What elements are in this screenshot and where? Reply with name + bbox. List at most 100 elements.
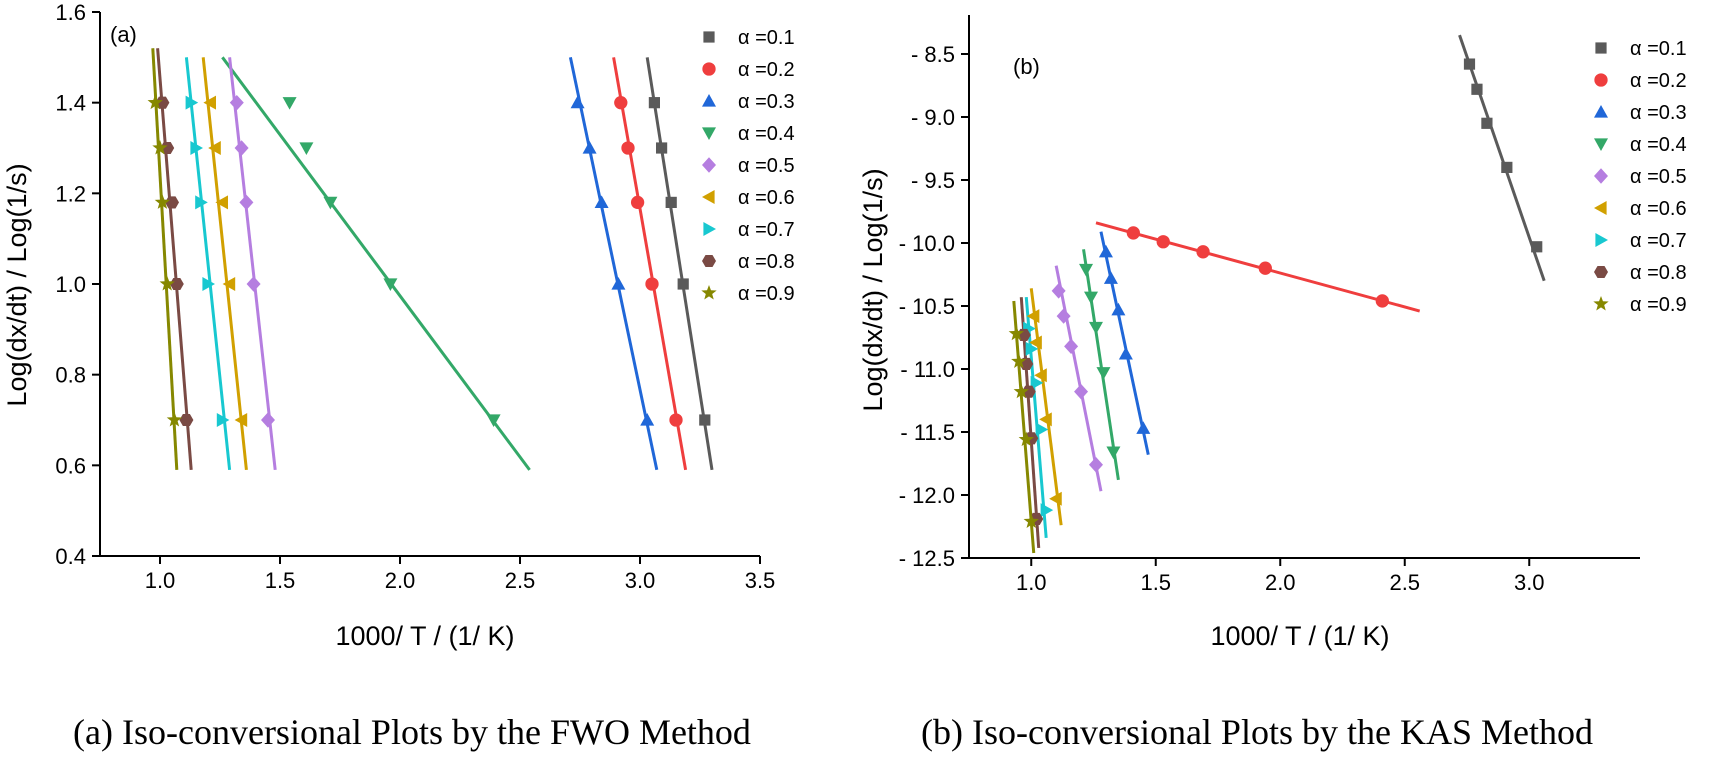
point-a04 — [1096, 367, 1111, 380]
legend-marker-a03 — [702, 94, 716, 107]
panel-a-x-axis-title: 1000/ T / (1/ K) — [335, 621, 514, 651]
y-tick-label: 0.4 — [55, 544, 86, 569]
y-tick-label: 1.6 — [55, 0, 86, 25]
point-a01 — [665, 196, 677, 208]
legend-label-a03: α =0.3 — [738, 91, 795, 113]
point-a02 — [630, 195, 645, 210]
point-a04 — [1088, 321, 1103, 335]
legend-marker-a04 — [1594, 138, 1608, 151]
point-a09 — [147, 94, 163, 110]
point-a04 — [383, 278, 398, 291]
point-a07 — [1025, 341, 1039, 356]
panel-a-fwo-chart: 1.0 1.5 2.0 2.5 3.0 3.5 0.4 0.6 0.8 1.0 1.2 1.4 1.6… — [2, 0, 795, 651]
legend-marker-a07 — [1595, 233, 1608, 247]
x-tick-label: 1.0 — [1016, 570, 1047, 595]
x-tick-label: 2.5 — [505, 568, 536, 593]
x-tick-label: 1.5 — [265, 568, 296, 593]
x-tick-label: 2.5 — [1389, 570, 1420, 595]
x-tick-label: 3.5 — [745, 568, 776, 593]
legend-marker-a09 — [1593, 295, 1609, 311]
legend-label-a07: α =0.7 — [738, 219, 795, 241]
panel-b-x-axis-title: 1000/ T / (1/ K) — [1210, 621, 1389, 651]
fit-line-a06 — [201, 57, 248, 471]
legend-marker-a05 — [1594, 168, 1608, 184]
point-a05 — [1088, 457, 1103, 473]
point-a03 — [1111, 302, 1126, 316]
legend-label-a04: α =0.4 — [1630, 134, 1687, 156]
fit-line-a04 — [221, 56, 531, 471]
fit-line-a03 — [1099, 231, 1150, 455]
fit-line-a06 — [1029, 288, 1063, 526]
point-a03 — [1098, 244, 1113, 258]
x-tick-label: 2.0 — [385, 568, 416, 593]
fit-line-a07 — [1024, 297, 1048, 538]
point-a07 — [1035, 422, 1049, 437]
point-a01 — [677, 278, 689, 290]
point-a09 — [1018, 431, 1034, 447]
x-tick-label: 1.0 — [145, 568, 176, 593]
fit-line-a08 — [156, 48, 193, 470]
legend-label-a02: α =0.2 — [738, 59, 795, 81]
legend-label-a09: α =0.9 — [738, 283, 795, 305]
legend-marker-a08 — [702, 254, 716, 268]
legend-label-a05: α =0.5 — [1630, 166, 1687, 188]
panel-a-label: (a) — [110, 22, 137, 47]
point-a02 — [1126, 226, 1140, 240]
point-a07 — [195, 195, 208, 210]
fit-line-a01 — [645, 57, 714, 471]
panel-b-legend: α =0.1 α =0.2 α =0.3 α =0.4 α =0.5 α =0.6 α =0… — [1593, 38, 1687, 316]
y-tick-label: 0.8 — [55, 363, 86, 388]
y-tick-label: - 10.0 — [899, 231, 955, 256]
panel-b-data-points — [1008, 58, 1543, 528]
y-tick-label: - 9.5 — [911, 168, 955, 193]
point-a07 — [190, 141, 203, 155]
fit-line-a09 — [1012, 300, 1036, 554]
y-tick-label: - 11.0 — [900, 357, 955, 382]
panel-a-legend: α =0.1 α =0.2 α =0.3 α =0.4 α =0.5 α =0.6 α =0… — [701, 27, 795, 305]
point-a02 — [1258, 261, 1272, 275]
point-a03 — [1118, 346, 1133, 360]
point-a06 — [1026, 309, 1040, 324]
point-a08 — [165, 196, 179, 209]
legend-label-a04: α =0.4 — [738, 123, 795, 145]
y-tick-label: 1.0 — [55, 272, 86, 297]
point-a05 — [239, 194, 254, 211]
caption-b: (b) Iso-conversional Plots by the KAS Me… — [921, 712, 1593, 752]
point-a02 — [645, 277, 659, 291]
point-a07 — [202, 277, 215, 291]
point-a06 — [1034, 368, 1047, 383]
point-a05 — [1074, 383, 1089, 400]
point-a09 — [1023, 513, 1039, 528]
legend-label-a05: α =0.5 — [738, 155, 795, 177]
point-a07 — [185, 95, 199, 110]
point-a01 — [1531, 241, 1543, 253]
legend-marker-a04 — [702, 127, 716, 140]
point-a05 — [1064, 338, 1079, 355]
y-tick-label: 0.6 — [55, 453, 86, 478]
panel-b-kas-chart: 1.0 1.5 2.0 2.5 3.0 - 12.5 - 12.0 - 11.5 - 11.0… — [858, 15, 1687, 651]
point-a04 — [299, 142, 314, 155]
point-a01 — [648, 97, 660, 109]
point-a06 — [1029, 335, 1042, 350]
x-tick-label: 2.0 — [1265, 570, 1296, 595]
point-a05 — [1056, 308, 1071, 324]
point-a06 — [208, 141, 221, 155]
legend-marker-a06 — [1594, 201, 1607, 215]
fit-line-a05 — [228, 57, 277, 471]
legend-marker-a02 — [702, 62, 716, 76]
point-a09 — [159, 275, 175, 291]
point-a02 — [1156, 235, 1170, 249]
point-a06 — [222, 277, 236, 291]
panel-a-fit-lines — [151, 48, 714, 471]
fit-line-a03 — [568, 57, 659, 471]
legend-label-a08: α =0.8 — [1630, 262, 1687, 284]
fit-line-a05 — [1054, 265, 1103, 492]
legend-label-a07: α =0.7 — [1630, 230, 1687, 252]
point-a09 — [152, 139, 168, 155]
point-a02 — [1375, 294, 1389, 308]
x-tick-label: 3.0 — [1514, 570, 1545, 595]
legend-marker-a05 — [702, 157, 716, 173]
point-a02 — [614, 96, 628, 110]
point-a08 — [1021, 385, 1036, 398]
point-a06 — [215, 195, 228, 210]
